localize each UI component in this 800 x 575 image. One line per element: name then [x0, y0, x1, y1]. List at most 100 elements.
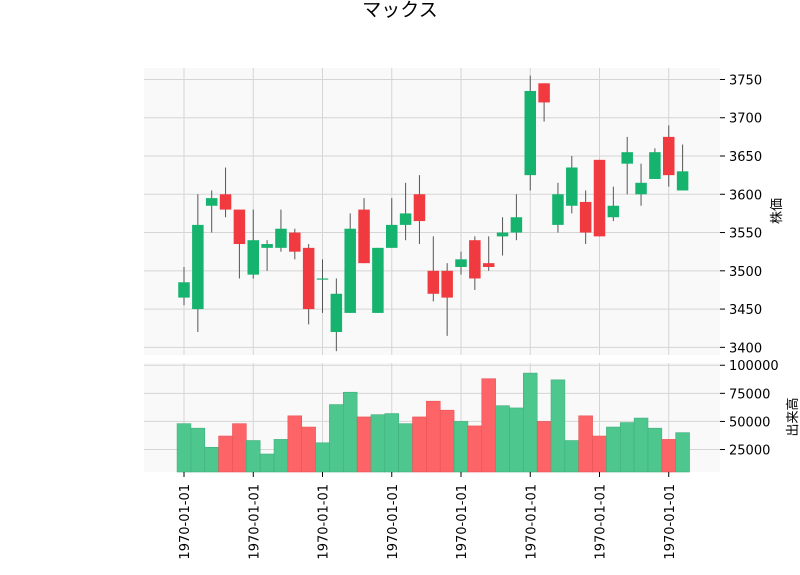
volume-bar	[661, 439, 676, 473]
candle-body	[247, 240, 259, 275]
volume-panel: 25000 50000 75000 100000 出来高	[144, 359, 800, 473]
candle-body	[219, 194, 232, 210]
volume-bar	[370, 414, 386, 473]
volume-bar	[606, 426, 621, 473]
volume-bar	[592, 435, 607, 473]
x-tick-label: 1970-01-01	[455, 484, 470, 560]
volume-bar	[523, 372, 538, 473]
price-y-tick-label: 3600	[729, 188, 762, 203]
volume-bar	[259, 453, 275, 473]
candle-body	[427, 270, 440, 294]
volume-bar	[536, 421, 552, 473]
candle-body	[289, 232, 301, 252]
candle-body	[413, 194, 426, 222]
candle-body	[635, 182, 647, 195]
volume-bar	[273, 439, 289, 473]
price-y-axis-label: 株価	[770, 198, 785, 224]
candle-body	[482, 263, 495, 267]
volume-bar	[578, 415, 593, 473]
volume-bar	[218, 435, 233, 473]
candle-body	[538, 83, 550, 103]
x-tick-label: 1970-01-01	[663, 484, 678, 560]
price-panel-background	[144, 68, 720, 355]
volume-bar	[342, 391, 358, 473]
x-tick-label: 1970-01-01	[386, 484, 401, 560]
candle-body	[469, 240, 481, 279]
candle-body	[676, 171, 689, 191]
candle-body	[566, 167, 578, 206]
candle-body	[316, 278, 329, 280]
volume-bar	[467, 425, 483, 473]
candle-body	[386, 224, 398, 248]
volume-bar	[356, 416, 372, 473]
candle-body	[441, 270, 453, 298]
price-y-tick-label: 3550	[729, 227, 762, 242]
x-axis-ticks: 1970-01-01 1970-01-01 1970-01-01 1970-01-01…	[178, 472, 678, 560]
x-tick-label: 1970-01-01	[317, 484, 332, 560]
x-tick-label: 1970-01-01	[247, 484, 262, 560]
volume-bar	[398, 423, 413, 473]
price-y-tick-label: 3650	[729, 150, 762, 165]
volume-y-tick-label: 100000	[729, 359, 779, 374]
volume-bar	[301, 426, 316, 473]
candle-body	[663, 136, 675, 176]
candle-body	[649, 152, 661, 179]
x-tick-label: 1970-01-01	[524, 484, 539, 560]
volume-y-tick-label: 25000	[729, 444, 770, 459]
candle-body	[524, 90, 536, 176]
candle-body	[455, 259, 467, 267]
volume-bar	[412, 416, 427, 473]
chart-title: マックス	[362, 0, 437, 21]
volume-bar	[619, 422, 635, 473]
volume-bar	[176, 423, 192, 473]
candle-body	[593, 159, 606, 237]
price-y-tick-label: 3750	[729, 73, 762, 88]
candle-body	[621, 152, 633, 164]
volume-bar	[633, 417, 649, 473]
volume-y-tick-label: 50000	[729, 415, 770, 430]
candle-body	[344, 228, 356, 313]
candle-body	[552, 194, 564, 225]
candle-body	[330, 293, 343, 333]
volume-bar	[495, 405, 510, 473]
volume-bar	[439, 409, 455, 473]
x-tick-label: 1970-01-01	[178, 484, 193, 560]
volume-bar	[550, 379, 566, 473]
price-y-tick-label: 3700	[729, 112, 762, 127]
volume-bar	[329, 404, 344, 473]
candle-body	[399, 213, 412, 225]
candle-body	[496, 232, 509, 237]
volume-bar	[246, 440, 261, 473]
price-y-ticks: 3400 3450 3500 3550 3600 3650 3700 3750	[720, 73, 762, 356]
volume-y-tick-label: 75000	[729, 387, 770, 402]
volume-bar	[453, 421, 469, 473]
volume-bar	[481, 378, 496, 473]
volume-bar	[204, 446, 219, 473]
volume-bar	[232, 423, 247, 473]
candle-body	[579, 201, 592, 233]
candle-body	[302, 247, 315, 310]
volume-bar	[315, 442, 330, 473]
candle-body	[372, 247, 384, 313]
volume-bar	[509, 407, 524, 473]
candle-body	[233, 209, 246, 245]
price-y-tick-label: 3450	[729, 303, 762, 318]
candle-body	[205, 198, 218, 206]
volume-y-axis-label: 出来高	[785, 397, 800, 436]
candle-body	[275, 228, 287, 248]
volume-bar	[190, 427, 206, 473]
price-panel: 3400 3450 3500 3550 3600 3650 3700 3750 株価	[144, 68, 785, 356]
candle-body	[358, 209, 370, 264]
volume-bar	[564, 440, 580, 473]
volume-bar	[675, 432, 690, 473]
candle-body	[178, 282, 190, 298]
price-y-tick-label: 3400	[729, 341, 762, 356]
x-tick-label: 1970-01-01	[594, 484, 609, 560]
volume-bar	[384, 413, 399, 473]
volume-bar	[426, 400, 441, 473]
price-candles	[178, 75, 689, 352]
candle-body	[607, 205, 620, 218]
volume-bar	[647, 427, 663, 473]
volume-bar	[287, 415, 303, 473]
